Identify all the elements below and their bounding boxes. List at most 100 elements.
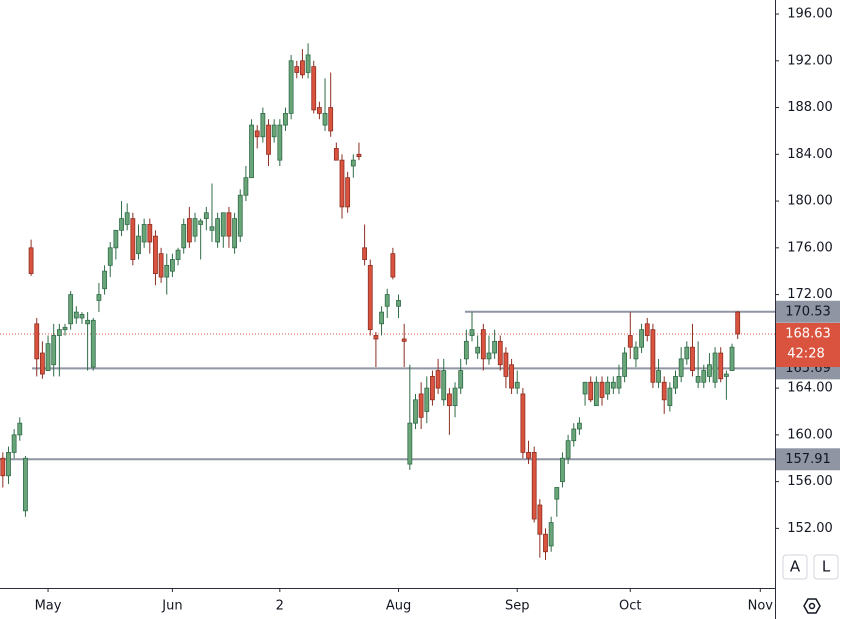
candle-body <box>633 346 639 360</box>
y-tick-label: 188.00 <box>787 100 833 115</box>
candle-body <box>345 177 351 208</box>
candle-body <box>497 340 503 366</box>
candle-body <box>424 387 430 412</box>
time-axis-bg <box>0 588 775 619</box>
candle-body <box>316 107 322 114</box>
candle-body <box>170 259 175 272</box>
candle-body <box>79 314 85 319</box>
candle-body <box>119 218 124 231</box>
candle-body <box>164 264 170 278</box>
candle-body <box>254 130 260 138</box>
candle-body <box>413 399 418 424</box>
candle-body <box>96 294 102 301</box>
candle-body <box>288 60 294 114</box>
countdown: 42:28 <box>787 346 824 361</box>
candle-body <box>384 294 390 307</box>
candle-body <box>283 112 288 126</box>
candle-body <box>350 159 356 167</box>
candle-body <box>418 393 424 418</box>
candle-body <box>656 370 661 383</box>
candle-body <box>379 311 384 325</box>
candle-body <box>616 376 622 389</box>
level-label-box <box>776 300 840 323</box>
candle-body <box>701 370 707 383</box>
candle-body <box>28 247 34 274</box>
candle-body <box>678 358 684 377</box>
candle-body <box>130 218 136 260</box>
price-label: 168.63 <box>785 326 831 341</box>
candle-body <box>0 457 6 477</box>
candle-body <box>62 326 68 331</box>
candle-body <box>673 376 678 389</box>
candle-body <box>141 224 147 243</box>
candle-body <box>73 311 79 319</box>
candle-body <box>373 335 379 340</box>
candle-body <box>23 457 28 512</box>
candle-body <box>520 393 526 453</box>
candle-body <box>237 194 243 237</box>
candle-body <box>407 422 413 465</box>
y-tick-label: 180.00 <box>787 194 833 209</box>
candle-body <box>203 212 209 220</box>
x-tick-label: Sep <box>505 599 530 614</box>
candle-body <box>68 294 74 325</box>
x-tick-label: 2 <box>276 599 284 614</box>
candle-body <box>605 381 611 395</box>
candle-body <box>537 504 543 535</box>
y-tick-label: 184.00 <box>787 147 833 162</box>
candle-body <box>6 451 11 477</box>
candle-body <box>690 346 695 371</box>
candle-body <box>215 218 221 243</box>
candle-body <box>311 66 317 111</box>
candle-body <box>158 253 164 278</box>
candle-body <box>181 224 187 249</box>
candle-body <box>17 422 23 436</box>
settings-icon-dot <box>808 602 816 610</box>
level-label-box <box>776 448 840 471</box>
scale-button[interactable] <box>813 554 839 580</box>
candle-body <box>650 329 656 383</box>
candle-body <box>356 153 362 158</box>
candle-body <box>367 264 373 331</box>
candle-body <box>684 346 690 360</box>
candle-body <box>492 340 498 354</box>
candle-body <box>469 329 475 336</box>
candle-body <box>102 270 107 290</box>
candle-body <box>577 422 582 430</box>
candle-body <box>39 352 45 375</box>
candle-body <box>401 338 407 342</box>
candle-body <box>266 124 271 155</box>
candle-body <box>627 335 633 348</box>
level-label: 157.91 <box>785 452 831 467</box>
candle-body <box>560 457 565 483</box>
candle-body <box>186 218 192 243</box>
x-tick-label: Oct <box>619 599 641 614</box>
candle-body <box>45 343 51 371</box>
candle-body <box>305 54 311 73</box>
scale-button-label: L <box>822 558 831 576</box>
candle-body <box>390 253 396 278</box>
x-tick-label: Jun <box>161 599 182 614</box>
candle-body <box>260 112 266 138</box>
candle-body <box>667 387 673 407</box>
candle-body <box>526 451 531 459</box>
candle-body <box>599 381 605 398</box>
scale-button[interactable] <box>782 554 808 580</box>
candle-body <box>729 346 735 371</box>
candle-body <box>452 387 458 407</box>
candle-body <box>362 247 368 260</box>
candle-body <box>571 428 577 442</box>
candle-body <box>322 112 328 126</box>
candle-body <box>622 352 628 377</box>
candle-body <box>435 370 441 389</box>
candle-body <box>531 451 537 520</box>
candle-body <box>11 434 17 453</box>
candle-body <box>695 376 701 383</box>
scale-button-label: A <box>790 558 801 576</box>
candle-body <box>147 224 153 243</box>
candle-body <box>582 381 588 395</box>
y-tick-label: 192.00 <box>787 53 833 68</box>
settings-icon[interactable] <box>803 598 821 614</box>
